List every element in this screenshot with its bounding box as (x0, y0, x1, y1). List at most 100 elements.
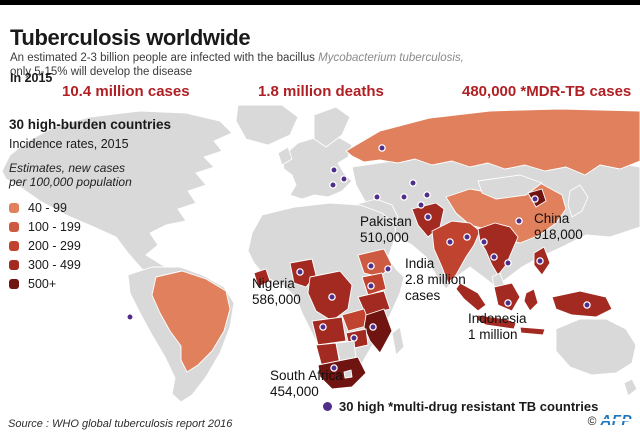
mdr-dot-papua-new-guinea (583, 301, 591, 309)
year-label: In 2015 (10, 71, 53, 85)
legend-heading: 30 high-burden countries (9, 117, 172, 132)
mdr-dot-peru (126, 313, 134, 321)
mdr-dot-kenya (367, 282, 375, 290)
legend-item: 40 - 99 (9, 198, 204, 217)
mdr-note: 30 high *multi-drug resistant TB countri… (323, 399, 598, 414)
source-credit: Source : WHO global tuberculosis report … (8, 418, 233, 430)
mdr-dot-kyrgyzstan (423, 191, 431, 199)
legend-item: 200 - 299 (9, 236, 204, 255)
mdr-dot-kazakhstan (409, 179, 417, 187)
subtitle-text: An estimated 2-3 billion people are infe… (10, 51, 315, 64)
mdr-dot-myanmar (480, 238, 488, 246)
map-uk (277, 146, 293, 166)
mdr-dot-uzbekistan (400, 193, 408, 201)
map-sierra-leone-liberia (253, 268, 271, 288)
mdr-dot-pakistan (424, 213, 432, 221)
map-russia (345, 108, 640, 176)
map-sumatra (455, 282, 487, 312)
map-south-africa (317, 356, 367, 390)
legend-note-line2: per 100,000 population (9, 175, 132, 189)
stat-deaths: 1.8 million deaths (258, 83, 384, 100)
mdr-dot-somalia (384, 265, 392, 273)
mdr-dot-mozambique (369, 323, 377, 331)
legend-label: 500+ (28, 276, 57, 291)
legend-swatch-icon (9, 278, 19, 289)
mdr-dot-nigeria (296, 268, 304, 276)
legend-item: 300 - 499 (9, 255, 204, 274)
map-borneo (493, 282, 521, 312)
legend-item: 100 - 199 (9, 217, 204, 236)
legend-note: Estimates, new cases per 100,000 populati… (9, 161, 204, 189)
copyright-symbol: © (587, 413, 597, 428)
subtitle-line2: only 5-15% will develop the disease (10, 65, 193, 78)
map-japan (567, 184, 589, 218)
legend-label: 200 - 299 (28, 238, 81, 253)
mdr-dot-tajikistan (417, 201, 425, 209)
map-scandinavia (313, 106, 351, 148)
world-map (1, 105, 640, 403)
map-angola (311, 316, 347, 346)
mdr-dot-bangladesh (463, 233, 471, 241)
country-label-india: India 2.8 million cases (405, 256, 466, 303)
mdr-dot-south-africa (330, 364, 338, 372)
stat-cases: 10.4 million cases (62, 83, 190, 100)
legend-swatch-icon (9, 221, 19, 232)
page-title: Tuberculosis worldwide (10, 24, 251, 50)
legend-swatch-icon (9, 240, 19, 251)
afp-wordmark: AFP (599, 412, 633, 429)
map-java (476, 314, 517, 330)
legend-subheading: Incidence rates, 2015 (9, 137, 129, 151)
mdr-dots-layer (126, 144, 591, 372)
mdr-dot-moldova (340, 175, 348, 183)
top-bar (0, 0, 640, 5)
country-label-south-africa: South Africa 454,000 (270, 368, 343, 399)
mdr-dot-zimbabwe (350, 334, 358, 342)
subtitle: An estimated 2-3 billion people are infe… (10, 51, 464, 79)
legend-swatch-icon (9, 202, 19, 213)
legend-items: 40 - 99 100 - 199 200 - 299 300 - 499 500+ (9, 198, 204, 293)
mdr-dot-belarus (330, 166, 338, 174)
mdr-dot-azerbaijan (373, 193, 381, 201)
afp-logo: © AFP (587, 412, 633, 429)
mdr-dot-china (515, 217, 523, 225)
map-mongolia (477, 174, 543, 200)
afp-stripe (599, 419, 633, 421)
country-label-pakistan: Pakistan 510,000 (360, 214, 412, 245)
map-madagascar (391, 326, 405, 356)
map-australia (555, 318, 637, 376)
map-new-guinea (551, 290, 613, 318)
map-lesotho (343, 369, 353, 379)
map-new-zealand (623, 378, 638, 397)
mdr-dot-thailand (490, 253, 498, 261)
legend-label: 300 - 499 (28, 257, 81, 272)
stat-mdr: 480,000 *MDR-TB cases (462, 83, 632, 100)
map-europe (281, 136, 353, 200)
map-greenland (235, 105, 299, 146)
legend-swatch-icon (9, 259, 19, 270)
legend-item: 500+ (9, 274, 204, 293)
mdr-dot-russia (378, 144, 386, 152)
map-north-america (1, 110, 233, 278)
legend-note-line1: Estimates, new cases (9, 161, 126, 175)
map-mozambique (363, 308, 393, 354)
mdr-dot-angola (319, 323, 327, 331)
map-legend: 30 high-burden countries Incidence rates… (9, 117, 204, 293)
mdr-dot-ukraine (329, 181, 337, 189)
subtitle-species-italic: Mycobacterium tuberculosis, (318, 51, 464, 64)
mdr-dot-dr-congo (328, 293, 336, 301)
mdr-dot-icon (323, 402, 332, 411)
mdr-dot-vietnam (504, 259, 512, 267)
legend-label: 100 - 199 (28, 219, 81, 234)
mdr-note-text: 30 high *multi-drug resistant TB countri… (339, 399, 599, 414)
mdr-dot-philippines (536, 257, 544, 265)
map-brazil (151, 270, 231, 373)
mdr-dot-ethiopia (367, 262, 375, 270)
map-lesser-sunda (519, 326, 546, 336)
mdr-dot-indonesia (504, 299, 512, 307)
map-sulawesi (523, 288, 539, 312)
country-label-nigeria: Nigeria 586,000 (252, 276, 301, 307)
mdr-dot-north-korea (531, 195, 539, 203)
legend-label: 40 - 99 (28, 200, 67, 215)
country-label-china: China 918,000 (534, 211, 583, 242)
